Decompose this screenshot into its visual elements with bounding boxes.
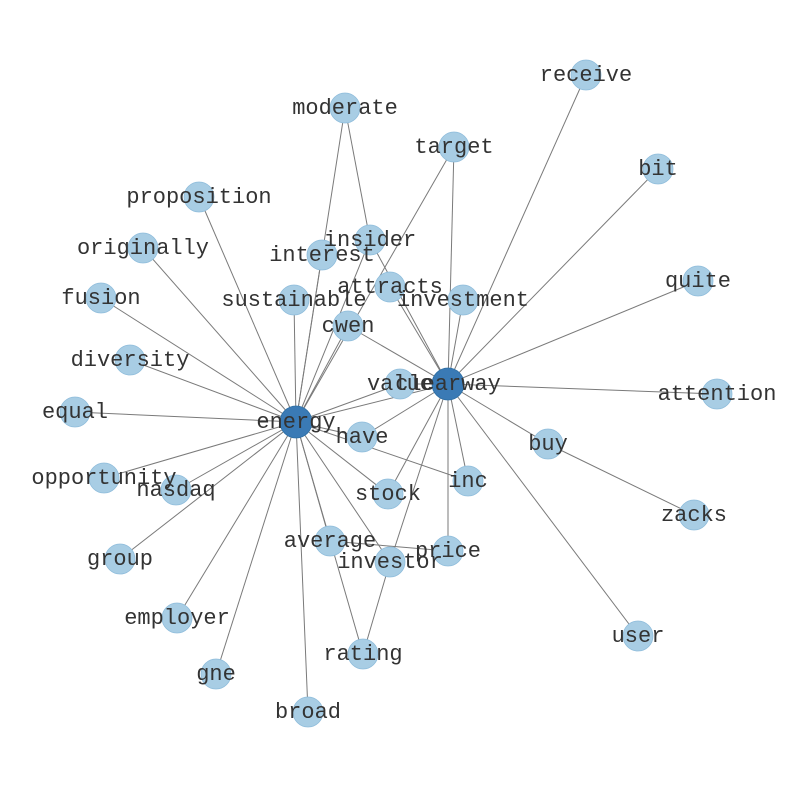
svg-text:investor: investor [337, 550, 443, 575]
svg-text:moderate: moderate [292, 96, 398, 121]
svg-text:fusion: fusion [61, 286, 140, 311]
svg-text:inc: inc [448, 469, 488, 494]
svg-text:zacks: zacks [661, 503, 727, 528]
svg-text:nasdaq: nasdaq [136, 478, 215, 503]
svg-text:interest: interest [269, 243, 375, 268]
svg-text:receive: receive [540, 63, 632, 88]
svg-text:proposition: proposition [126, 185, 271, 210]
svg-text:employer: employer [124, 606, 230, 631]
svg-text:value: value [367, 372, 433, 397]
svg-text:cwen: cwen [322, 314, 375, 339]
svg-text:broad: broad [275, 700, 341, 725]
svg-text:gne: gne [196, 662, 236, 687]
svg-text:user: user [612, 624, 665, 649]
svg-text:group: group [87, 547, 153, 572]
svg-text:sustainable: sustainable [221, 288, 366, 313]
svg-text:target: target [414, 135, 493, 160]
svg-text:energy: energy [256, 410, 335, 435]
svg-text:originally: originally [77, 236, 209, 261]
svg-text:buy: buy [528, 432, 568, 457]
svg-text:rating: rating [323, 642, 402, 667]
svg-text:bit: bit [638, 157, 678, 182]
svg-text:quite: quite [665, 269, 731, 294]
svg-text:attention: attention [658, 382, 777, 407]
svg-text:investment: investment [397, 288, 529, 313]
svg-text:diversity: diversity [71, 348, 190, 373]
svg-text:have: have [336, 425, 389, 450]
svg-text:equal: equal [42, 400, 108, 425]
svg-text:stock: stock [355, 482, 421, 507]
